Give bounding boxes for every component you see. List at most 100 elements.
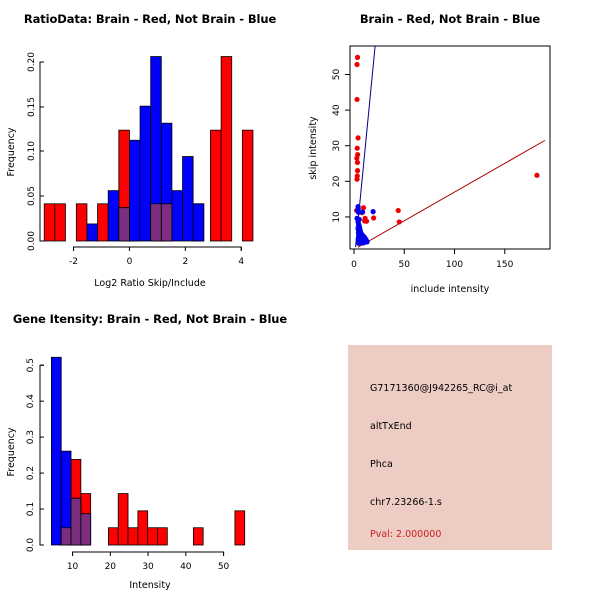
gene-hist-ylabel: Frequency (6, 427, 17, 476)
scatter-point (354, 96, 360, 103)
gene-histogram-title: Gene Itensity: Brain - Red, Not Brain - … (12, 312, 288, 326)
x-tick-label: 4 (238, 257, 244, 267)
ratio-hist-ytick-1: 0.05 (27, 186, 37, 206)
scatter-point (370, 209, 376, 215)
ratio-hist-ytick-2: 0.10 (27, 141, 37, 161)
y-tick-label: 0.5 (26, 358, 36, 372)
histogram-bar (139, 105, 152, 242)
scatter-point (395, 207, 401, 214)
ratio-histogram-title: RatioData: Brain - Red, Not Brain - Blue (23, 12, 277, 26)
scatter-svg: 10 20 30 40 50 0 50 100 150 skip intensity incl… (308, 45, 551, 295)
x-tick-label: 50 (399, 260, 411, 270)
histogram-bar (86, 223, 98, 242)
panel-intensity-scatter: Brain - Red, Not Brain - Blue 10 20 30 40 50… (300, 0, 600, 300)
scatter-point (534, 172, 540, 178)
gene-hist-xlabel: Intensity (129, 580, 171, 591)
y-tick-label: 0.2 (26, 466, 36, 480)
histogram-bar-overlap (60, 527, 72, 546)
x-tick-label: 30 (142, 562, 154, 572)
info-pvalue: Pval: 2.000000 (370, 529, 442, 540)
y-axis-line (39, 364, 44, 546)
histogram-bar (157, 527, 168, 546)
x-tick-label: 2 (182, 257, 188, 267)
histogram-bar (147, 527, 158, 546)
histogram-bar (50, 356, 62, 546)
y-tick-label: 50 (332, 68, 342, 80)
y-tick-label: 0.0 (26, 538, 36, 553)
gene-hist-y-axis: 0.0 0.1 0.2 0.3 0.4 0.5 (26, 358, 44, 552)
y-tick-label: 0.4 (26, 394, 36, 409)
scatter-ylabel: skip intensity (308, 116, 319, 180)
histogram-bar (54, 203, 66, 242)
x-tick-label: -2 (69, 257, 78, 267)
histogram-bar (107, 190, 120, 242)
histogram-bar-overlap (150, 203, 162, 242)
scatter-xlabel: include intensity (411, 284, 490, 295)
info-probe-id: G7171360@J942265_RC@i_at (370, 383, 513, 394)
gene-histogram-svg: 0.00.10.20.30.40.5 10 20 30 40 50 Frequency … (6, 356, 246, 591)
histogram-bar (97, 203, 109, 242)
gene-hist-x-axis: 10 20 30 40 50 (67, 551, 230, 572)
ratio-hist-ytick-3: 0.15 (27, 97, 37, 117)
info-locus: chr7.23266-1.s (370, 497, 442, 508)
scatter-point (396, 219, 402, 225)
x-tick-label: 150 (496, 260, 513, 270)
histogram-bar-overlap (118, 207, 130, 242)
y-tick-label: 40 (332, 104, 342, 116)
histogram-bar (192, 203, 205, 242)
scatter-point (359, 209, 366, 215)
x-tick-label: 0 (351, 260, 357, 270)
histogram-bar (210, 129, 222, 242)
scatter-point (356, 240, 362, 246)
panel-gene-info: G7171360@J942265_RC@i_at altTxEnd Phca c… (300, 300, 600, 600)
scatter-point (363, 218, 370, 224)
ratio-hist-bars (43, 56, 254, 242)
x-tick-label: 100 (446, 260, 463, 270)
histogram-bar (108, 527, 119, 546)
scatter-y-axis: 10 20 30 40 50 (332, 68, 350, 223)
x-tick-label: 50 (218, 562, 230, 572)
panel-gene-intensity-histogram: Gene Itensity: Brain - Red, Not Brain - … (0, 300, 300, 600)
histogram-bar (192, 527, 204, 546)
scatter-fit-lines (355, 46, 546, 248)
histogram-bar (129, 139, 141, 242)
x-tick-label: 20 (105, 562, 117, 572)
ratio-hist-ytick-4: 0.20 (27, 52, 37, 72)
scatter-point (355, 135, 361, 141)
histogram-bar (220, 56, 233, 242)
scatter-point (354, 168, 361, 174)
ratio-hist-x-axis: -2 0 2 4 (69, 246, 244, 267)
histogram-bar (241, 129, 254, 242)
histogram-bar-overlap (70, 497, 82, 546)
histogram-bar (43, 203, 56, 242)
scatter-point (354, 155, 360, 161)
histogram-bar-overlap (160, 203, 173, 242)
y-tick-label: 20 (332, 175, 342, 187)
ratio-hist-xlabel: Log2 Ratio Skip/Include (94, 278, 206, 289)
fit-line (357, 139, 546, 248)
x-tick-label: 40 (180, 562, 192, 572)
histogram-bar (182, 156, 194, 242)
x-tick-label: 10 (67, 562, 79, 572)
scatter-point (371, 215, 377, 221)
ratio-histogram-svg: 0.00 0.05 0.10 0.15 0.20 Frequency -2 0 2 4… (6, 52, 254, 289)
histogram-bar (117, 493, 129, 546)
x-axis-line (73, 246, 242, 251)
scatter-point (355, 209, 362, 215)
scatter-point (354, 176, 360, 182)
y-tick-label: 0.1 (26, 502, 36, 516)
scatter-x-axis: 0 50 100 150 (351, 249, 514, 270)
panel-ratio-histogram: RatioData: Brain - Red, Not Brain - Blue… (0, 0, 300, 300)
scatter-point (360, 240, 366, 246)
scatter-title: Brain - Red, Not Brain - Blue (359, 12, 541, 26)
x-tick-label: 0 (127, 257, 133, 267)
scatter-point (354, 61, 360, 68)
scatter-point (354, 159, 361, 166)
scatter-point (360, 205, 367, 211)
info-gene-symbol: Phca (370, 459, 393, 470)
ratio-hist-ylabel: Frequency (6, 127, 17, 176)
ratio-hist-y-axis: 0.00 0.05 0.10 0.15 0.20 Frequency (6, 52, 44, 251)
gene-hist-bars (50, 356, 246, 546)
histogram-bar (127, 527, 139, 546)
histogram-bar (75, 203, 88, 242)
